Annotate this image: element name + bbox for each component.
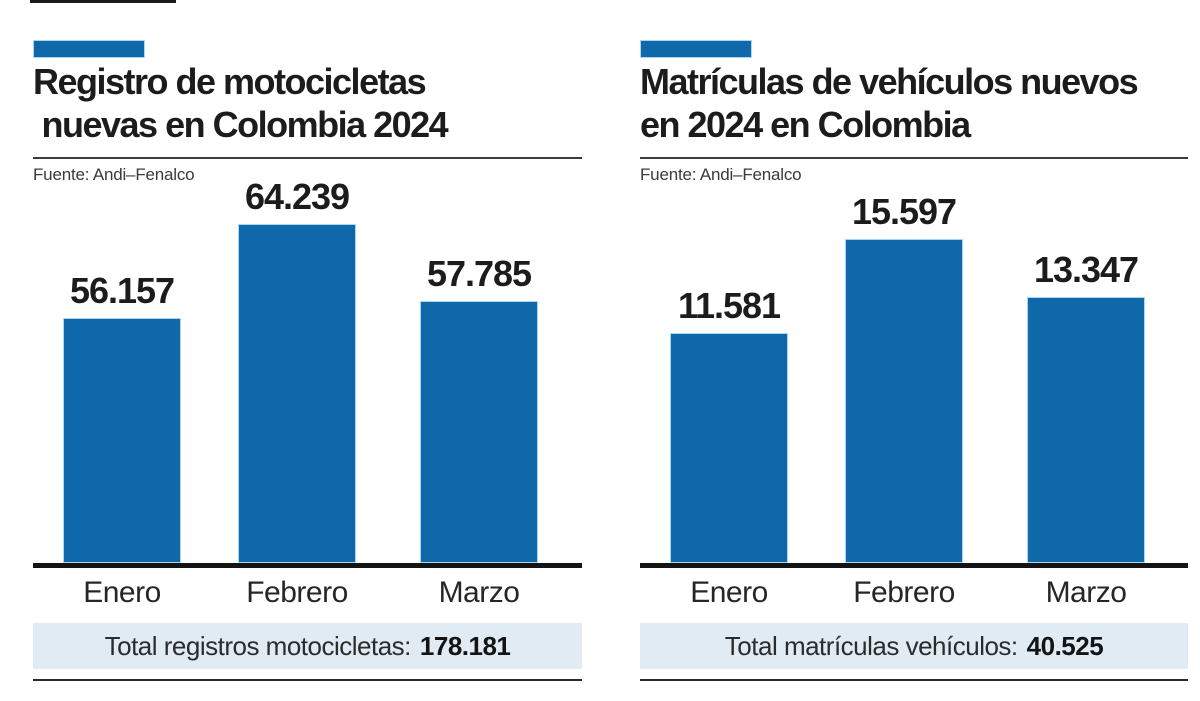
axis-label: Febrero — [853, 576, 955, 609]
bar — [845, 239, 963, 563]
bar-value-label: 56.157 — [69, 270, 175, 311]
total-value: 40.525 — [1026, 630, 1104, 661]
bottom-rule — [33, 679, 582, 681]
bar — [670, 333, 788, 563]
bar-value-label: 57.785 — [426, 253, 532, 294]
total-box: Total registros motocicletas: 178.181 — [33, 623, 582, 669]
axis-label: Marzo — [438, 576, 520, 609]
bar-column: 15.597 — [845, 191, 963, 563]
total-label: Total matrículas vehículos: — [724, 630, 1018, 661]
bar — [63, 318, 181, 563]
chart-title: Matrículas de vehículos nuevos en 2024 e… — [640, 61, 1139, 145]
accent-swatch — [33, 40, 145, 58]
total-value: 178.181 — [419, 630, 511, 661]
chart-title: Registro de motocicletas nuevas en Colom… — [33, 61, 449, 145]
axis-label: Enero — [83, 576, 161, 609]
axis-label: Enero — [690, 576, 768, 609]
crop-artifact-line — [30, 0, 176, 3]
total-label: Total registros motocicletas: — [104, 630, 412, 661]
bar-column: 13.347 — [1027, 249, 1145, 563]
x-axis-baseline — [640, 563, 1188, 568]
title-rule — [640, 157, 1188, 159]
bar — [1027, 297, 1145, 563]
bar — [420, 301, 538, 563]
bottom-rule — [640, 679, 1188, 681]
bar-column: 11.581 — [670, 285, 788, 563]
x-axis-baseline — [33, 563, 582, 568]
accent-swatch — [640, 40, 752, 58]
axis-row: Enero Febrero Marzo — [640, 576, 1188, 614]
title-rule — [33, 157, 582, 159]
axis-label: Marzo — [1045, 576, 1127, 609]
total-box: Total matrículas vehículos: 40.525 — [640, 623, 1188, 669]
bar-value-label: 13.347 — [1033, 249, 1139, 290]
bar-value-label: 64.239 — [244, 176, 350, 217]
plot-area: 56.157 64.239 57.785 — [33, 176, 582, 563]
bar — [238, 224, 356, 563]
bar-column: 57.785 — [420, 253, 538, 563]
axis-row: Enero Febrero Marzo — [33, 576, 582, 614]
chart-panel-motorcycles: Registro de motocicletas nuevas en Colom… — [33, 0, 582, 701]
plot-area: 11.581 15.597 13.347 — [640, 185, 1188, 563]
bar-column: 64.239 — [238, 176, 356, 563]
bar-value-label: 11.581 — [677, 285, 781, 326]
chart-panel-vehicles: Matrículas de vehículos nuevos en 2024 e… — [640, 0, 1188, 701]
source-label: Fuente: Andi–Fenalco — [640, 165, 802, 184]
bar-column: 56.157 — [63, 270, 181, 563]
axis-label: Febrero — [246, 576, 348, 609]
bar-value-label: 15.597 — [851, 191, 957, 232]
source-label: Fuente: Andi–Fenalco — [33, 165, 195, 184]
